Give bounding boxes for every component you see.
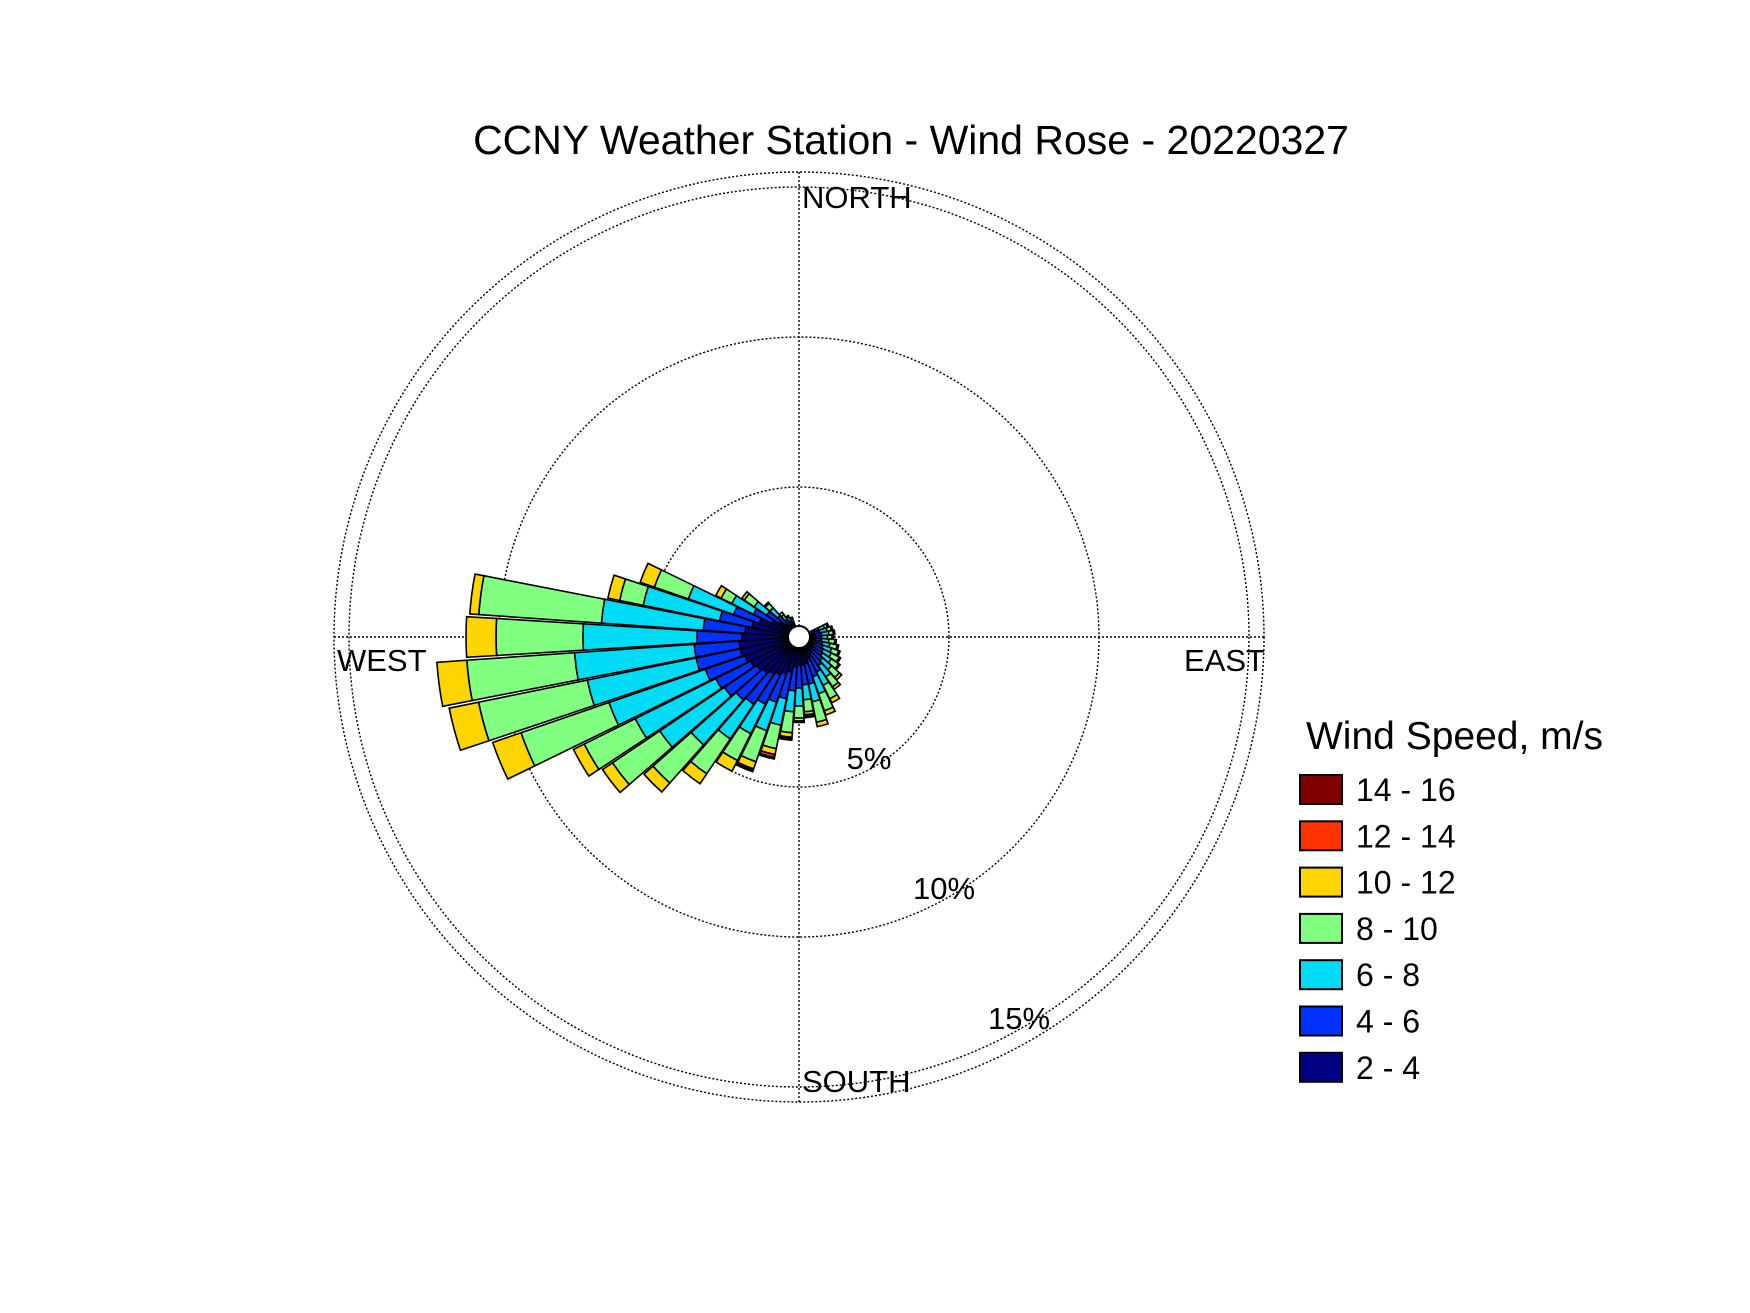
legend-label: 2 - 4 <box>1356 1050 1420 1086</box>
wind-sector-segment <box>803 714 816 719</box>
legend-swatch <box>1299 1051 1343 1083</box>
wind-sector-segment <box>740 590 751 602</box>
grid-ring <box>648 486 950 788</box>
direction-label-north: NORTH <box>802 180 912 215</box>
legend-label: 8 - 10 <box>1356 911 1438 947</box>
wind-sector-segment <box>601 761 631 794</box>
wind-sector-segment <box>735 762 755 773</box>
wind-sector-segment <box>831 634 835 640</box>
wind-sector-segment <box>642 765 671 794</box>
grid-ring <box>348 186 1250 1088</box>
wind-sector-segment <box>715 750 739 773</box>
wind-sector-segment <box>495 617 585 657</box>
legend-label: 14 - 16 <box>1356 772 1456 808</box>
wind-sector-segment <box>793 705 805 719</box>
direction-label-east: EAST <box>1184 643 1265 678</box>
radial-tick-label: 15% <box>988 1001 1050 1036</box>
wind-sector-segment <box>802 697 815 713</box>
legend-label: 6 - 8 <box>1356 957 1420 993</box>
wind-sector-segment <box>681 760 708 785</box>
direction-label-south: SOUTH <box>802 1064 911 1099</box>
wind-sector-segment <box>639 562 663 589</box>
wind-sector-segment <box>468 573 485 616</box>
radial-tick-labels: 5% 10% 15% <box>847 741 1050 1036</box>
wind-sector-segment <box>784 614 791 620</box>
wind-sector-segment <box>572 743 600 778</box>
wind-sector-segment <box>815 718 830 728</box>
legend: 14 - 16 12 - 14 10 - 12 8 - 10 6 - 8 4 - 6 2 -… <box>1299 772 1456 1086</box>
legend-label: 12 - 14 <box>1356 818 1456 854</box>
wind-sector-segment <box>778 736 793 742</box>
chart-title: CCNY Weather Station - Wind Rose - 20220… <box>473 117 1349 163</box>
wind-sector-segment <box>792 719 806 724</box>
legend-swatch <box>1299 866 1343 898</box>
wind-sector-segment <box>491 731 536 781</box>
wind-sector-segment <box>448 701 490 752</box>
legend-title: Wind Speed, m/s <box>1306 715 1603 758</box>
direction-label-west: WEST <box>337 643 427 678</box>
wind-sector-segment <box>714 584 728 600</box>
legend-label: 10 - 12 <box>1356 865 1456 901</box>
wind-sector-segment <box>788 616 794 621</box>
wind-sector-segment <box>763 601 771 609</box>
wind-sector-segment <box>606 574 627 602</box>
wind-sector-segment <box>758 752 776 760</box>
radial-tick-label: 10% <box>913 871 975 906</box>
wind-sector-segment <box>778 611 786 618</box>
legend-swatch <box>1299 774 1343 805</box>
legend-swatch <box>1299 820 1343 852</box>
legend-label: 4 - 6 <box>1356 1004 1420 1040</box>
radial-tick-label: 5% <box>847 741 892 776</box>
calm-circle <box>787 625 811 649</box>
legend-swatch <box>1299 959 1343 991</box>
wind-sector-segment <box>436 659 474 708</box>
wind-sectors <box>436 562 843 794</box>
legend-swatch <box>1299 1005 1343 1037</box>
legend-swatch <box>1299 912 1343 944</box>
wind-sector-segment <box>831 629 836 636</box>
wind-sector-segment <box>465 615 498 659</box>
